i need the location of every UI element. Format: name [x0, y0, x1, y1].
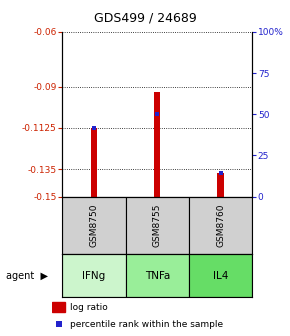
Bar — [52, 302, 65, 312]
Text: GSM8755: GSM8755 — [153, 203, 162, 247]
Text: IL4: IL4 — [213, 270, 228, 281]
Text: GSM8760: GSM8760 — [216, 203, 225, 247]
Bar — [218, 173, 224, 197]
Bar — [126, 197, 189, 254]
Text: GSM8750: GSM8750 — [90, 203, 99, 247]
Bar — [62, 254, 126, 297]
Bar — [126, 254, 189, 297]
Text: TNFa: TNFa — [145, 270, 170, 281]
Text: percentile rank within the sample: percentile rank within the sample — [70, 320, 223, 329]
Bar — [154, 92, 160, 197]
Bar — [91, 128, 97, 197]
Text: IFNg: IFNg — [82, 270, 106, 281]
Text: GDS499 / 24689: GDS499 / 24689 — [94, 12, 196, 25]
Text: log ratio: log ratio — [70, 303, 107, 312]
Bar — [189, 254, 252, 297]
Text: agent  ▶: agent ▶ — [6, 270, 48, 281]
Bar — [189, 197, 252, 254]
Bar — [62, 197, 126, 254]
